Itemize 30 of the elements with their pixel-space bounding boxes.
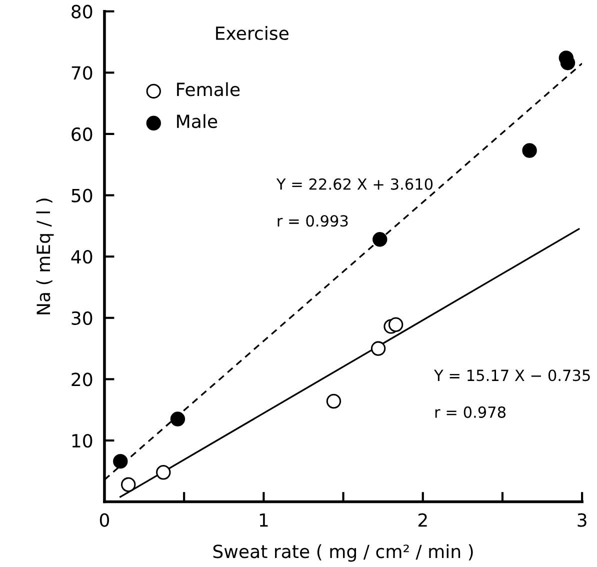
point bbox=[113, 454, 128, 469]
x-tick-label: 2 bbox=[418, 513, 427, 527]
y-tick-label: 60 bbox=[72, 127, 92, 142]
legend-label: Male bbox=[177, 114, 218, 128]
y-tick-label: 40 bbox=[71, 250, 92, 264]
annotation: Y = 15.17 X − 0.735 bbox=[434, 370, 590, 382]
point bbox=[522, 143, 537, 158]
annotation: r = 0.978 bbox=[435, 406, 506, 418]
point bbox=[326, 394, 342, 409]
text: Exercise bbox=[216, 26, 288, 40]
annotation: r = 0.993 bbox=[278, 215, 348, 227]
y-tick-label: 50 bbox=[72, 188, 92, 202]
y-tick-label: 20 bbox=[72, 372, 92, 386]
y-tick-label: 10 bbox=[72, 434, 92, 448]
point bbox=[370, 341, 386, 356]
x-tick-label: 0 bbox=[100, 513, 110, 527]
point bbox=[156, 465, 171, 480]
x-tick-label: 1 bbox=[260, 513, 268, 527]
x-axis-title: Sweat rate ( mg / cm² / min ) bbox=[213, 544, 473, 562]
point bbox=[372, 232, 388, 247]
point bbox=[388, 317, 404, 332]
x-tick-label: 3 bbox=[578, 513, 586, 527]
y-tick-label: 80 bbox=[72, 4, 92, 18]
y-axis-title: Na ( mEq / l ) bbox=[36, 198, 54, 314]
y-tick-label: 70 bbox=[72, 66, 92, 80]
point bbox=[170, 412, 186, 426]
point bbox=[121, 477, 136, 492]
legend-label: Female bbox=[177, 82, 240, 96]
annotation: Y = 22.62 X + 3.610 bbox=[276, 178, 433, 190]
y-tick-label: 30 bbox=[72, 311, 92, 325]
